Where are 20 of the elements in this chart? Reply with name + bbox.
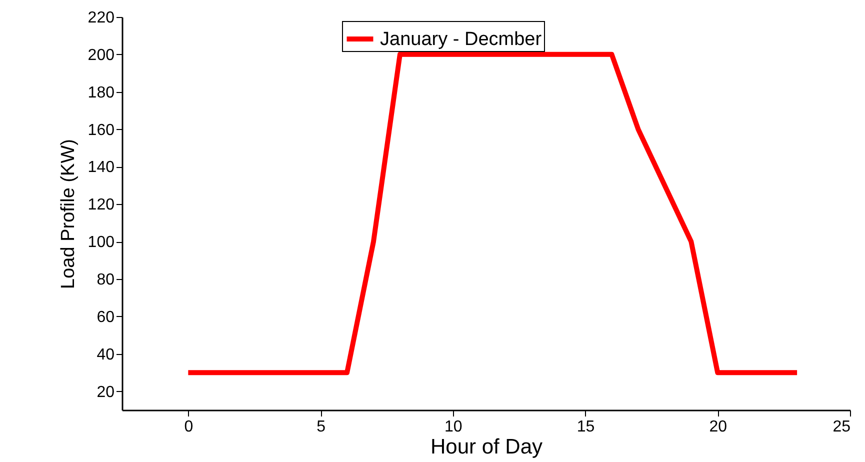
y-tick-label: 100 xyxy=(88,234,115,252)
y-tick-label: 20 xyxy=(96,384,115,401)
y-tick-label: 200 xyxy=(88,46,115,64)
x-tick-label: 20 xyxy=(709,418,728,436)
y-tick-label: 40 xyxy=(96,346,115,364)
y-tick-label: 180 xyxy=(88,84,115,102)
y-axis-title: Load Profile (KW) xyxy=(58,139,79,289)
y-tick-label: 160 xyxy=(88,122,115,139)
x-tick-label: 10 xyxy=(444,418,462,436)
y-tick-label: 80 xyxy=(96,272,115,288)
x-tick-label: 25 xyxy=(832,418,851,436)
y-tick-label: 120 xyxy=(88,196,115,214)
x-tick-label: 5 xyxy=(316,418,326,436)
y-tick-label: 140 xyxy=(88,159,115,176)
legend-label: January - Decmber xyxy=(380,29,542,50)
x-tick-label: 0 xyxy=(184,418,194,436)
y-tick-label: 60 xyxy=(96,308,115,326)
x-axis-title: Hour of Day xyxy=(430,436,544,458)
y-tick-label: 220 xyxy=(88,10,115,26)
x-tick-label: 15 xyxy=(576,418,595,436)
